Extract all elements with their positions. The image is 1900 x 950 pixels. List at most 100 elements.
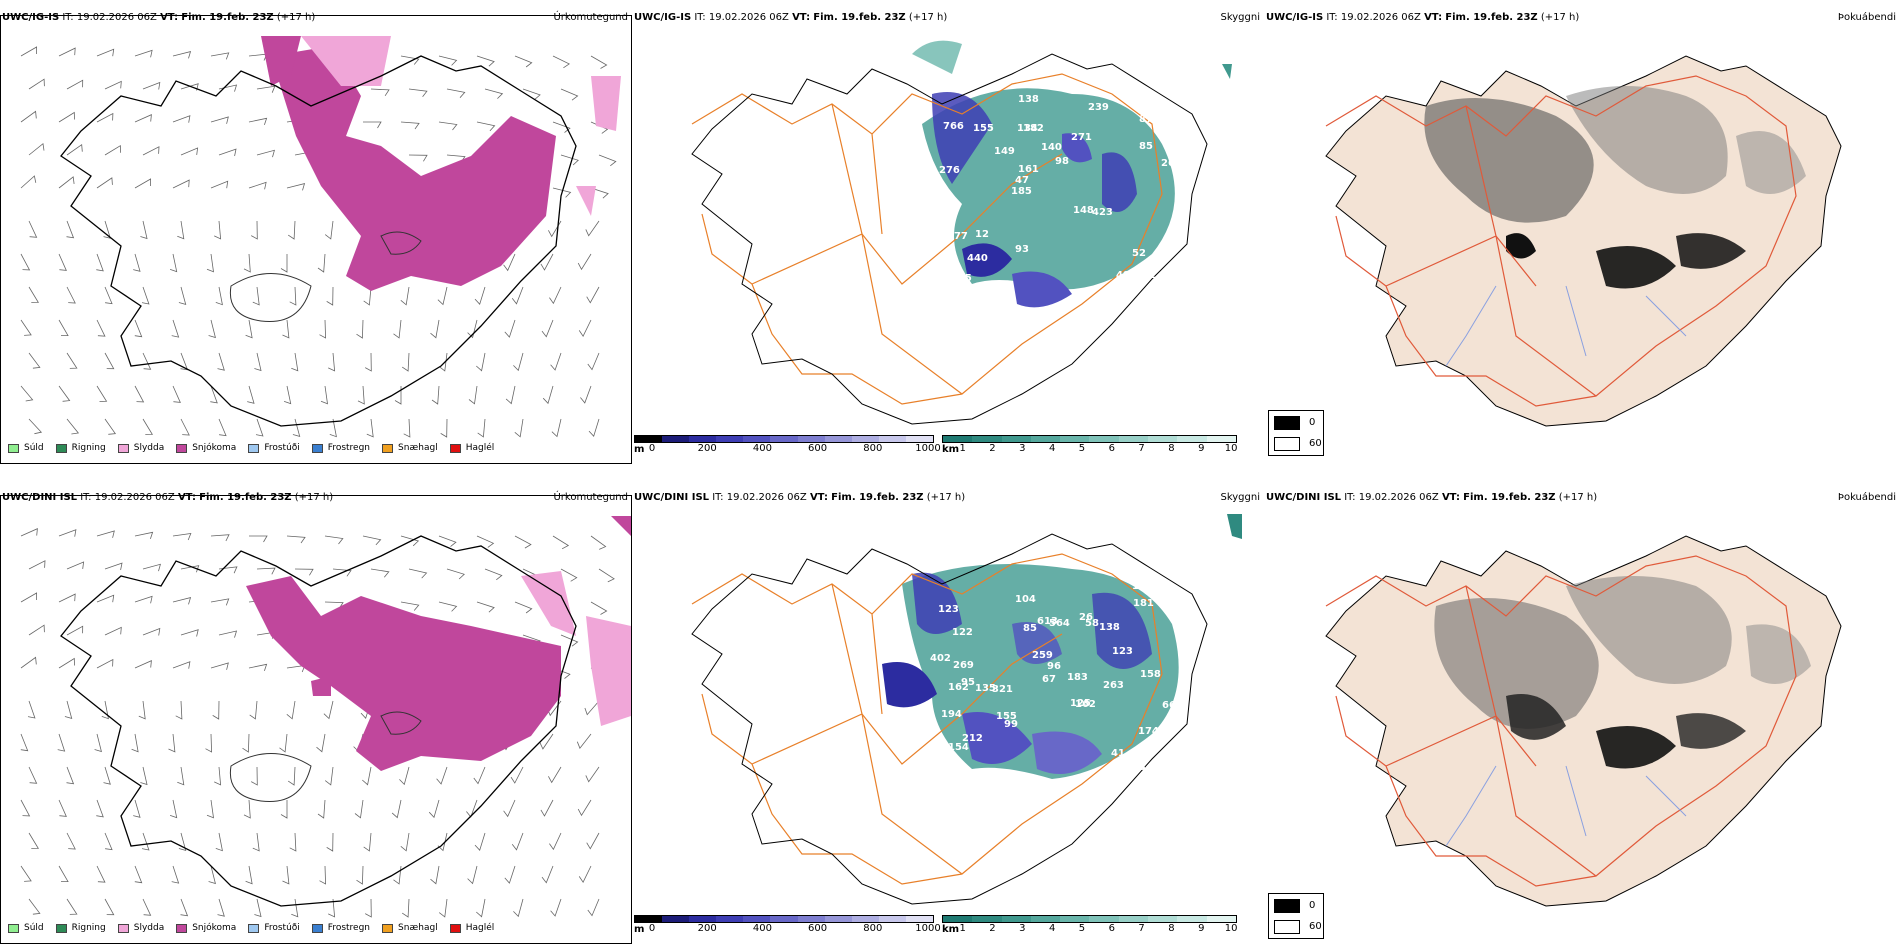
river-network	[1445, 285, 1687, 367]
wind-barb	[175, 700, 183, 720]
cloud-base-label: 148	[1073, 205, 1094, 216]
wind-barb	[476, 352, 486, 372]
wind-barb	[171, 865, 180, 884]
map-frame	[0, 495, 632, 944]
cloud-base-label: 140	[1041, 142, 1062, 153]
vt-label: VT:	[1424, 12, 1443, 23]
wind-barb	[104, 286, 113, 305]
colorbar-tick-label: 1000	[915, 443, 941, 454]
wind-barb	[503, 799, 516, 818]
wind-barb	[394, 386, 402, 405]
wind-barb	[576, 733, 592, 749]
wind-barb	[363, 286, 372, 306]
wind-barb	[286, 183, 306, 191]
vt-value: Fim. 19.feb. 23Z	[831, 492, 924, 503]
wind-barb	[552, 187, 572, 198]
wind-barb	[560, 568, 578, 582]
wind-barb	[467, 319, 478, 339]
map-frame	[0, 15, 632, 464]
wind-barb	[66, 561, 85, 570]
wind-barb	[408, 568, 428, 579]
model-name: UWC/IG-IS	[634, 12, 692, 23]
wind-barb	[473, 766, 486, 785]
wind-barb	[577, 799, 592, 817]
wind-barb	[280, 254, 288, 273]
it-label: IT:	[62, 12, 74, 23]
wind-barb	[245, 865, 253, 885]
wind-barb	[142, 898, 152, 916]
wind-barb	[210, 598, 230, 606]
wind-barb	[20, 253, 31, 271]
wind-barb	[104, 80, 122, 90]
wind-barb	[400, 286, 410, 306]
model-name: UWC/IG-IS	[1266, 12, 1324, 23]
wind-barb	[96, 385, 108, 402]
colorbar-cell	[770, 916, 798, 922]
wind-barb	[58, 319, 69, 337]
colorbar-cell	[689, 436, 717, 442]
cloud-base-label: 259	[1032, 650, 1053, 661]
lead-time: (+17 h)	[1540, 12, 1580, 23]
wind-barb	[598, 154, 617, 167]
wind-barb	[549, 286, 562, 305]
cloud-base-label: 185	[1011, 186, 1032, 197]
cloud-base-label: 155	[973, 123, 994, 134]
cloud-base-label: 267	[1161, 158, 1182, 169]
wind-barb	[104, 352, 115, 370]
cloud-base-label: 98	[1055, 156, 1069, 167]
cloud-base-label: 766	[943, 121, 964, 132]
wind-barb	[319, 319, 327, 339]
wind-barb	[66, 286, 76, 304]
wind-barb	[103, 766, 111, 785]
colorbar-cell	[972, 916, 1002, 922]
fog-map	[1325, 535, 1842, 907]
legend-item-sudl: Súld	[8, 443, 44, 453]
wind-barb	[142, 563, 161, 572]
wind-barb	[205, 733, 213, 753]
wind-barb	[393, 865, 402, 885]
wind-barb	[20, 592, 38, 603]
snow-areas	[246, 576, 561, 771]
colorbar-tick-label: 3	[1019, 443, 1026, 454]
legend-item-frostudi: Frostúði	[248, 443, 300, 453]
colorbar-cell	[1030, 436, 1061, 442]
wind-barb	[319, 865, 327, 885]
wind-barb	[438, 601, 458, 612]
wind-barb	[217, 898, 225, 917]
wind-barb	[438, 352, 448, 372]
wind-barb	[96, 594, 115, 603]
wind-barb	[104, 626, 122, 636]
precip-panel-top: UWC/IG-IS IT: 19.02.2026 06Z VT: Fim. 19…	[0, 10, 632, 464]
colorbar-cell	[1177, 436, 1207, 442]
wind-barb	[474, 832, 486, 851]
wind-barb	[96, 112, 114, 123]
vt-value: Fim. 19.feb. 23Z	[813, 12, 906, 23]
legend-item-snjokoma: Snjókoma	[176, 923, 236, 933]
wind-barb	[577, 253, 592, 271]
wind-barb	[249, 535, 268, 543]
colorbar-cell	[1089, 436, 1119, 442]
fog-panel-top: UWC/IG-IS IT: 19.02.2026 06Z VT: Fim. 19…	[1266, 10, 1900, 464]
wind-barb	[354, 799, 364, 819]
panel-title: Skyggni	[1220, 12, 1260, 23]
wind-barb	[212, 700, 220, 720]
colorbar-tick-label: 10	[1224, 443, 1238, 454]
wind-barb	[291, 898, 299, 918]
wind-barb	[588, 418, 600, 437]
cloud-base-colorbar: 0 200 400 600 800 1000 m	[634, 435, 941, 457]
cloud-base-label: 182	[1023, 123, 1044, 134]
wind-barb	[474, 286, 486, 305]
sleet-areas	[521, 516, 631, 726]
cloud-base-label: 93	[1015, 244, 1029, 255]
wind-barb	[180, 565, 200, 573]
wind-barb	[365, 898, 372, 918]
wind-barb	[180, 418, 190, 436]
wind-barb	[476, 898, 486, 918]
wind-barb	[247, 385, 255, 404]
wind-barb	[548, 766, 562, 784]
wind-barb	[134, 660, 152, 669]
wind-barb	[282, 319, 290, 339]
wind-barb	[28, 220, 38, 238]
wind-barb	[206, 799, 214, 819]
